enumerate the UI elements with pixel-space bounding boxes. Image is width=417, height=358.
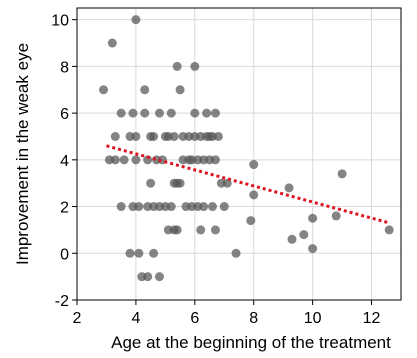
y-tick-label: -2 xyxy=(55,293,69,310)
data-point xyxy=(143,155,153,165)
data-point xyxy=(140,85,150,95)
y-tick-label: 8 xyxy=(60,59,69,76)
data-point xyxy=(166,108,176,118)
data-point xyxy=(149,248,159,258)
data-point xyxy=(172,61,182,71)
x-tick-label: 12 xyxy=(363,310,381,327)
data-point xyxy=(249,160,259,170)
y-tick-label: 6 xyxy=(60,106,69,123)
data-point xyxy=(154,108,164,118)
data-point xyxy=(143,272,153,282)
x-tick-label: 8 xyxy=(249,310,258,327)
x-tick-label: 10 xyxy=(304,310,322,327)
data-point xyxy=(231,248,241,258)
data-point xyxy=(107,38,117,48)
data-point xyxy=(175,85,185,95)
x-tick-label: 2 xyxy=(73,310,82,327)
data-points xyxy=(99,15,394,282)
x-tick-label: 4 xyxy=(131,310,140,327)
data-point xyxy=(110,155,120,165)
data-point xyxy=(213,131,223,141)
data-point xyxy=(299,230,309,240)
data-point xyxy=(116,108,126,118)
data-point xyxy=(134,248,144,258)
data-point xyxy=(284,183,294,193)
y-axis: -2 0 2 4 6 8 10 xyxy=(51,13,77,310)
data-point xyxy=(125,248,135,258)
data-point xyxy=(196,225,206,235)
y-axis-label: Improvement in the weak eye xyxy=(13,43,32,265)
data-point xyxy=(134,202,144,212)
data-point xyxy=(249,190,259,200)
y-tick-label: 2 xyxy=(60,200,69,217)
data-point xyxy=(384,225,394,235)
x-axis-label: Age at the beginning of the treatment xyxy=(111,333,391,352)
data-point xyxy=(190,108,200,118)
data-point xyxy=(219,202,229,212)
y-tick-label: 0 xyxy=(60,246,69,263)
data-point xyxy=(146,178,156,188)
data-point xyxy=(119,155,129,165)
y-tick-label: 4 xyxy=(60,153,69,170)
data-point xyxy=(199,202,209,212)
data-point xyxy=(172,225,182,235)
data-point xyxy=(149,131,159,141)
data-point xyxy=(169,131,179,141)
data-point xyxy=(154,272,164,282)
data-point xyxy=(210,155,220,165)
y-tick-label: 10 xyxy=(51,13,69,30)
data-point xyxy=(331,211,341,221)
data-point xyxy=(337,169,347,179)
data-point xyxy=(131,15,141,25)
data-point xyxy=(202,108,212,118)
data-point xyxy=(99,85,109,95)
data-point xyxy=(175,178,185,188)
x-axis: 2 4 6 8 10 12 xyxy=(73,300,381,327)
data-point xyxy=(131,131,141,141)
x-tick-label: 6 xyxy=(190,310,199,327)
data-point xyxy=(308,244,318,254)
trend-line xyxy=(106,144,390,225)
data-point xyxy=(110,131,120,141)
plot-area xyxy=(76,7,402,301)
data-point xyxy=(210,225,220,235)
data-point xyxy=(116,202,126,212)
data-point xyxy=(207,202,217,212)
data-point xyxy=(140,108,150,118)
data-point xyxy=(131,155,141,165)
data-point xyxy=(128,108,138,118)
data-point xyxy=(222,178,232,188)
data-point xyxy=(246,216,256,226)
data-point xyxy=(166,202,176,212)
data-point xyxy=(210,108,220,118)
data-point xyxy=(308,213,318,223)
data-point xyxy=(190,61,200,71)
data-point xyxy=(287,234,297,244)
